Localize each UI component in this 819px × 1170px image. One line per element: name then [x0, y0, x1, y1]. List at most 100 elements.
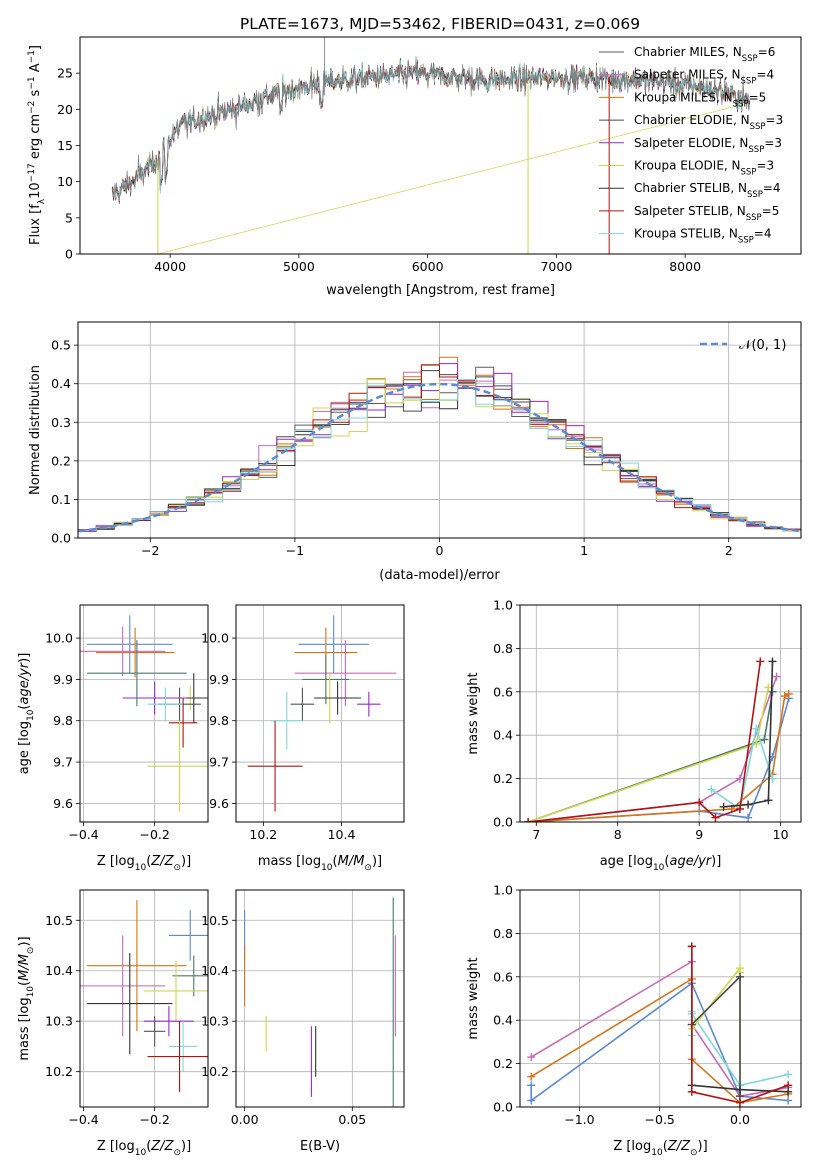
x-axis-label: Z [log10(Z/Z⊙)] [97, 1139, 191, 1158]
errorbar-point [144, 960, 208, 1022]
gridlines [80, 890, 208, 1107]
figure-title: PLATE=1673, MJD=53462, FIBERID=0431, z=0… [240, 15, 640, 33]
gridlines [80, 605, 208, 822]
plot-area [244, 897, 396, 1107]
x-tick-label: 6000 [412, 259, 444, 274]
y-tick-label: 10 [57, 174, 73, 189]
plus-marker [527, 1096, 536, 1105]
x-tick-label: −0.4 [68, 827, 98, 842]
x-tick-label: −0.4 [68, 1112, 98, 1127]
plus-marker [744, 800, 753, 809]
y-tick-label: 10.0 [45, 631, 73, 646]
y-tick-label: 0.0 [51, 531, 71, 546]
y-tick-label: 20 [57, 102, 73, 117]
y-tick-label: 10.5 [45, 913, 73, 928]
y-tick-label: 10.2 [45, 1064, 73, 1079]
legend-entry: Chabrier ELODIE, NSSP=3 [634, 113, 783, 132]
errorbar-point [144, 1006, 194, 1037]
panel-mass_vs_ebv: 0.00 0.05 10.2 10.3 10.4 10.5 E(B-V) [201, 889, 405, 1154]
errorbar-point [144, 1016, 166, 1047]
y-tick-label: 10.4 [45, 963, 73, 978]
plus-marker [735, 774, 744, 783]
errorbar-point [302, 654, 350, 705]
plus-marker [768, 687, 777, 696]
x-tick-label: 8 [614, 827, 622, 842]
y-axis-label: Flux [fλ10−17 erg cm−2 s−1 A−1] [27, 45, 47, 245]
panel-spectrum: 4000 5000 6000 7000 8000 0 5 10 15 20 25 wavelength… [27, 36, 802, 298]
x-axis-label: Z [log10(Z/Z⊙)] [97, 854, 191, 873]
plus-marker [784, 1081, 793, 1090]
y-tick-label: 9.8 [53, 713, 73, 728]
plus-marker [760, 735, 769, 744]
y-tick-label: 10.5 [201, 913, 229, 928]
legend: 𝒩(0, 1) [700, 338, 786, 353]
errorbar-point [298, 615, 369, 674]
x-tick-label: 5000 [283, 259, 315, 274]
x-tick-label: −1 [286, 543, 304, 558]
y-tick-label: 9.9 [209, 672, 229, 687]
y-tick-label: 0.3 [51, 415, 71, 430]
axes-frame [519, 604, 802, 823]
spectrum-line [111, 57, 750, 254]
y-tick-label: 0.5 [51, 338, 71, 353]
x-axis-label: age [log10(age/yr)] [600, 854, 722, 873]
errorbar-point [87, 640, 187, 707]
y-axis-label: mass weight [466, 957, 481, 1039]
gaussian-curve [78, 382, 801, 533]
plus-marker [527, 1053, 536, 1062]
x-axis-label: mass [log10(M/M⊙)] [258, 854, 382, 873]
panel-age_vs_Z: −0.4 −0.2 9.6 9.7 9.8 9.9 10.0 Z [log10(Z/Z⊙)] a… [17, 604, 209, 873]
y-tick-label: 0.0 [493, 815, 513, 830]
errorbar-point [168, 1021, 198, 1072]
plot-area [78, 356, 801, 533]
y-tick-label: 9.8 [209, 713, 229, 728]
x-tick-label: 7000 [540, 259, 572, 274]
errorbar-point [172, 955, 208, 996]
panel-age_vs_mass: 10.2 10.4 9.6 9.7 9.8 9.9 10.0 mass [log10(M/M⊙… [201, 604, 405, 873]
y-tick-label: 9.7 [209, 755, 229, 770]
y-axis-label: age [log10(age/yr)] [17, 653, 36, 775]
x-tick-label: 7 [532, 827, 540, 842]
legend-entry: Salpeter MILES, NSSP=4 [634, 68, 774, 87]
panel-weight_vs_age: 7 8 9 10 0.0 0.2 0.4 0.6 0.8 1.0 age [log10(age/yr… [466, 598, 802, 873]
x-tick-label: 8000 [669, 259, 701, 274]
errorbar-point [168, 910, 208, 961]
plus-marker [711, 813, 720, 822]
weight-line [723, 661, 774, 808]
plus-marker [735, 972, 744, 981]
y-tick-label: 5 [65, 210, 73, 225]
plus-marker [744, 813, 753, 822]
legend-entry: 𝒩(0, 1) [739, 338, 786, 353]
y-tick-label: 0.8 [493, 641, 513, 656]
y-tick-label: 9.9 [53, 672, 73, 687]
y-tick-label: 1.0 [493, 883, 513, 898]
legend-entry: Kroupa STELIB, NSSP=4 [634, 227, 772, 246]
legend-entry: Salpeter STELIB, NSSP=5 [634, 204, 779, 223]
weight-line [527, 691, 774, 822]
weight-line [690, 946, 789, 1104]
plus-marker [756, 657, 765, 666]
plus-marker [735, 1085, 744, 1094]
x-tick-label: 0.00 [231, 1112, 259, 1127]
errorbar-point [147, 687, 184, 721]
observed-spectrum [111, 56, 750, 200]
y-tick-label: 25 [57, 66, 73, 81]
x-tick-label: 10.2 [249, 827, 277, 842]
y-tick-label: 0 [65, 247, 73, 262]
errorbar-point [96, 627, 175, 678]
plus-marker [687, 942, 696, 951]
y-tick-label: 10.2 [201, 1064, 229, 1079]
errorbar-point [80, 626, 166, 677]
x-tick-label: −0.2 [139, 1112, 169, 1127]
axes-frame [519, 889, 802, 1108]
panel-mass_vs_Z: −0.4 −0.2 10.2 10.3 10.4 10.5 Z [log10(Z/Z⊙)] m… [17, 889, 209, 1158]
x-tick-label: 0 [436, 543, 444, 558]
x-axis-label: (data-model)/error [379, 568, 500, 583]
errorbar-point [87, 953, 173, 1055]
plus-marker [695, 798, 704, 807]
errorbar-point [357, 691, 381, 717]
errorbar-point [87, 900, 187, 1032]
y-tick-label: 9.7 [53, 755, 73, 770]
y-tick-label: 9.6 [209, 796, 229, 811]
plus-marker [527, 1081, 536, 1090]
